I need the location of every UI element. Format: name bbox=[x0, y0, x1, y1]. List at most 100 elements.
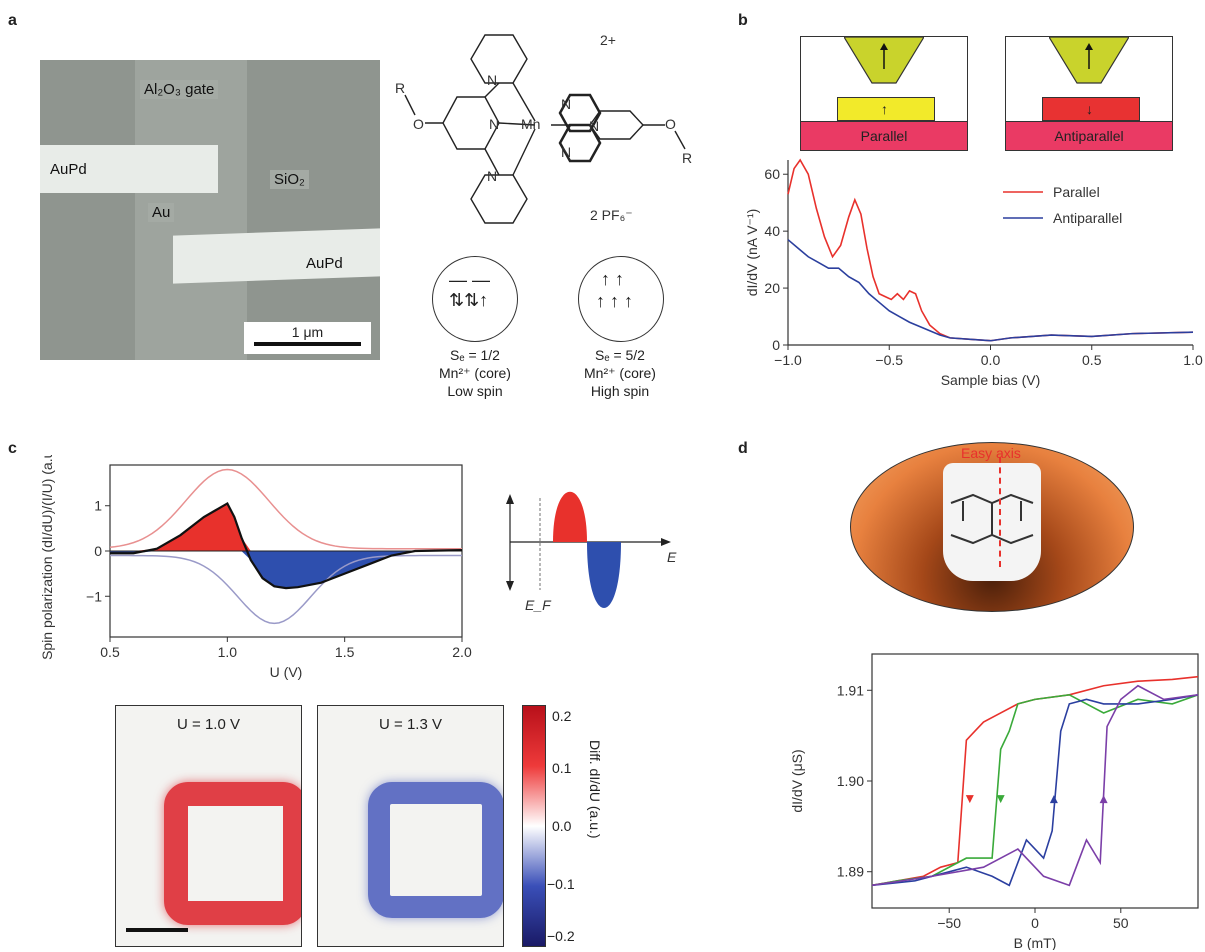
sem-image: Al₂O₃ gate AuPd SiO₂ Au AuPd 1 μm bbox=[40, 60, 380, 360]
x-tick-label: 0.5 bbox=[1082, 352, 1102, 368]
sweep-arrow-1 bbox=[996, 795, 1005, 804]
base-parallel: Parallel bbox=[800, 121, 968, 151]
map-label-left: U = 1.0 V bbox=[177, 716, 240, 733]
pyridine-ring-bottom bbox=[470, 174, 528, 224]
legend-label-1: Antiparallel bbox=[1053, 210, 1122, 226]
charge-label: 2+ bbox=[600, 32, 616, 48]
stm-topography: Easy axis bbox=[850, 442, 1134, 612]
electrode-top bbox=[40, 145, 218, 193]
molecule-map-blue bbox=[368, 782, 503, 918]
y-tick-label: 1 bbox=[94, 498, 102, 514]
series-line-0 bbox=[787, 158, 1194, 342]
series-line-0 bbox=[871, 675, 1199, 887]
series-line-3 bbox=[871, 684, 1199, 887]
sweep-arrow-2 bbox=[1049, 795, 1058, 804]
chart-c: 0.5 1.0 1.5 2.0 1 0 −1 U (V) Spin polarization (… bbox=[39, 455, 472, 680]
low-spin-caption: Sₑ = 1/2 Mn²⁺ (core) Low spin bbox=[415, 346, 535, 400]
film-arrow-antiparallel: ↓ bbox=[1086, 101, 1093, 117]
negative-fill bbox=[110, 551, 462, 589]
y-axis-label: dI/dV (nA V⁻¹) bbox=[744, 209, 760, 297]
high-spin-core: Mn²⁺ (core) bbox=[584, 365, 656, 381]
x-tick-label: 2.0 bbox=[452, 644, 472, 660]
x-axis-label: Sample bias (V) bbox=[941, 372, 1041, 388]
high-spin-sc: Sₑ = 5/2 bbox=[595, 347, 645, 363]
molecule-structure: N N N Mn N N N O R O R 2+ 2 PF₆⁻ bbox=[395, 32, 692, 224]
x-tick-label: −0.5 bbox=[875, 352, 903, 368]
y-tick-label: 0 bbox=[94, 543, 102, 559]
easy-axis-label: Easy axis bbox=[961, 445, 1021, 461]
chart-b: −1.0 −0.5 0.0 0.5 1.0 0 20 40 60 Sample bias (V) d… bbox=[744, 158, 1203, 388]
map-label-right: U = 1.3 V bbox=[379, 716, 442, 733]
nitrogen-label-r3: N bbox=[589, 118, 599, 134]
energy-axis-label: E bbox=[667, 549, 677, 565]
y-axis-label: dI/dV (μS) bbox=[789, 749, 805, 812]
nitrogen-label-center: N bbox=[489, 116, 499, 132]
map-u-1p3: U = 1.3 V bbox=[317, 705, 504, 947]
molecule-ball-stick bbox=[950, 493, 1034, 545]
nitrogen-label-r2: N bbox=[561, 144, 571, 160]
x-tick-label: −1.0 bbox=[774, 352, 802, 368]
panel-label-c: c bbox=[8, 440, 17, 457]
film-antiparallel bbox=[1042, 97, 1140, 121]
y-tick-label: 1.91 bbox=[837, 682, 864, 698]
sem-label-aupd-bottom: AuPd bbox=[306, 255, 343, 272]
colorbar-tick-0: 0.2 bbox=[552, 708, 572, 724]
high-spin-electrons: ↑ ↑ ↑ ↑ ↑ bbox=[596, 269, 634, 311]
molecule-map-red bbox=[164, 782, 301, 925]
y-tick-label: 1.90 bbox=[837, 773, 864, 789]
inset-parallel: ↑ Parallel bbox=[800, 36, 968, 151]
colorbar-tick-3: −0.1 bbox=[547, 876, 575, 892]
map-u-1p0: U = 1.0 V bbox=[115, 705, 302, 947]
x-tick-label: 0.5 bbox=[100, 644, 120, 660]
film-parallel bbox=[837, 97, 935, 121]
oxygen-label-left: O bbox=[413, 116, 424, 132]
sem-label-aupd-top: AuPd bbox=[50, 161, 87, 178]
sweep-arrow-3 bbox=[1099, 795, 1108, 804]
film-arrow-parallel: ↑ bbox=[881, 101, 888, 117]
scale-box: 1 μm bbox=[244, 322, 371, 354]
envelope-lower bbox=[109, 554, 463, 625]
map-scale-bar bbox=[126, 928, 188, 932]
x-tick-label: 50 bbox=[1113, 915, 1129, 931]
sem-label-sio2: SiO₂ bbox=[270, 170, 309, 189]
high-spin-caption: Sₑ = 5/2 Mn²⁺ (core) High spin bbox=[560, 346, 680, 400]
metal-label: Mn bbox=[521, 116, 540, 132]
tip-antiparallel bbox=[1049, 37, 1129, 84]
panel-label-a: a bbox=[8, 12, 17, 29]
y-tick-label: 0 bbox=[772, 337, 780, 353]
panel-label-d: d bbox=[738, 440, 748, 457]
x-tick-label: 1.5 bbox=[335, 644, 355, 660]
inset-antiparallel: ↓ Antiparallel bbox=[1005, 36, 1173, 151]
sem-label-gate: Al₂O₃ gate bbox=[140, 80, 219, 99]
oxygen-label-right: O bbox=[665, 116, 676, 132]
nitrogen-label-top: N bbox=[487, 72, 497, 88]
substituent-label-left: R bbox=[395, 80, 405, 96]
high-spin-label: High spin bbox=[590, 383, 650, 399]
x-axis-label: B (mT) bbox=[1014, 935, 1057, 950]
x-tick-label: 0.0 bbox=[981, 352, 1001, 368]
y-tick-label: 1.89 bbox=[837, 864, 864, 880]
pyridine-ring-right-top bbox=[558, 93, 602, 133]
y-axis-label: Spin polarization (dI/dU)/(I/U) (a.u.) bbox=[39, 455, 55, 660]
low-spin-label: Low spin bbox=[447, 383, 503, 399]
chart-d: −50 0 50 1.91 1.90 1.89 B (mT) dI/dV (μS) bbox=[789, 653, 1199, 950]
scale-bar bbox=[254, 342, 361, 346]
nitrogen-label-bottom: N bbox=[487, 168, 497, 184]
y-tick-label: 40 bbox=[764, 223, 780, 239]
high-spin-circle bbox=[578, 256, 664, 342]
colorbar-tick-2: 0.0 bbox=[552, 818, 572, 834]
y-tick-label: −1 bbox=[86, 588, 102, 604]
counter-ion-label: 2 PF₆⁻ bbox=[590, 207, 633, 223]
x-tick-label: 1.0 bbox=[1183, 352, 1203, 368]
y-tick-label: 20 bbox=[764, 280, 780, 296]
x-tick-label: 0 bbox=[1031, 915, 1039, 931]
low-spin-electrons: — — ⇅⇅↑ bbox=[449, 270, 491, 310]
low-spin-circle bbox=[432, 256, 518, 342]
base-antiparallel: Antiparallel bbox=[1005, 121, 1173, 151]
nitrogen-label-r1: N bbox=[561, 96, 571, 112]
substituent-label-right: R bbox=[682, 150, 692, 166]
legend-label-0: Parallel bbox=[1053, 184, 1100, 200]
panel-label-b: b bbox=[738, 12, 748, 29]
series-line-0 bbox=[110, 501, 463, 590]
electrode-bottom bbox=[173, 228, 380, 284]
